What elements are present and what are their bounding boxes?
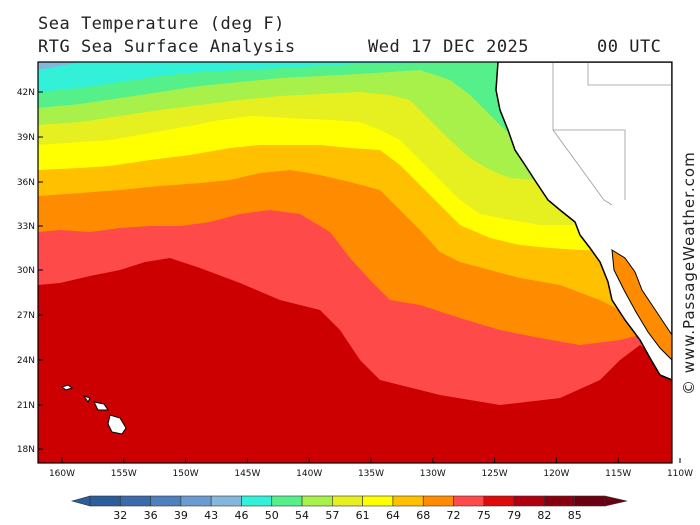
state-borders: [552, 62, 672, 206]
longitude-axis: 160W 155W 150W 145W 140W 135W 130W 125W 120W 115W…: [49, 458, 693, 479]
map-title: Sea Temperature (deg F): [38, 14, 285, 34]
colorbar-swatch: [544, 495, 576, 507]
colorbar-swatch: [89, 495, 121, 507]
colorbar-swatch: [574, 495, 606, 507]
lon-label: 110W: [667, 469, 693, 479]
colorbar-swatch: [180, 495, 212, 507]
lat-label: 36N: [17, 178, 35, 188]
hawaiian-islands: [60, 384, 127, 435]
lon-label: 145W: [234, 469, 260, 479]
colorbar-swatch: [513, 495, 545, 507]
baja-peninsula: [611, 249, 672, 361]
colorbar-label: 64: [386, 509, 400, 522]
land-north-america: [495, 62, 672, 381]
colorbar-swatch: [332, 495, 363, 507]
lon-label: 125W: [482, 469, 508, 479]
map-frame: [37, 61, 673, 464]
lat-label: 18N: [17, 445, 35, 455]
lat-label: 42N: [17, 88, 35, 98]
lon-label: 130W: [420, 469, 446, 479]
lat-label: 27N: [17, 311, 35, 321]
lon-label: 140W: [296, 469, 322, 479]
lat-label: 30N: [17, 266, 35, 276]
lon-label: 120W: [543, 469, 569, 479]
colorbar-swatch: [362, 495, 394, 507]
lon-label: 160W: [49, 469, 75, 479]
colorbar-swatch: [483, 495, 515, 507]
colorbar-label: 61: [356, 509, 370, 522]
colorbar-label: 85: [568, 509, 582, 522]
colorbar-label: 32: [113, 509, 127, 522]
lat-label: 33N: [17, 222, 35, 232]
colorbar-label: 46: [234, 509, 248, 522]
colorbar-swatch: [301, 495, 333, 507]
colorbar-label: 75: [477, 509, 491, 522]
colorbar-swatch: [392, 495, 424, 507]
band-46: [38, 62, 80, 70]
lat-label: 39N: [17, 133, 35, 143]
colorbar-label: 39: [174, 509, 188, 522]
lon-label: 115W: [605, 469, 631, 479]
colorbar-label: 82: [537, 509, 551, 522]
valid-time: 00 UTC: [597, 37, 662, 57]
colorbar-label: 50: [265, 509, 279, 522]
colorbar-label: 36: [144, 509, 158, 522]
colorbar-label: 43: [204, 509, 218, 522]
watermark: © www.PassageWeather.com: [680, 151, 698, 395]
colorbar-label: 72: [447, 509, 461, 522]
lon-label: 155W: [111, 469, 137, 479]
band-50: [38, 62, 480, 92]
temperature-bands: [38, 62, 672, 463]
lat-label: 21N: [17, 401, 35, 411]
latitude-axis: 42N 39N 36N 33N 30N 27N 24N 21N 18N: [17, 88, 43, 455]
colorbar-label: 54: [295, 509, 309, 522]
colorbar-swatch: [210, 495, 242, 507]
map-subtitle: RTG Sea Surface Analysis: [38, 37, 296, 57]
lon-label: 150W: [173, 469, 199, 479]
temperature-colorbar: 32 36 39 43 46 50 54 57 61 64 68 72 75 79 82 85: [70, 495, 628, 522]
colorbar-arrow-right: [604, 495, 628, 507]
colorbar-swatch: [453, 495, 485, 507]
colorbar-label: 68: [416, 509, 430, 522]
colorbar-swatch: [271, 495, 303, 507]
colorbar-swatch: [241, 495, 273, 507]
colorbar-swatch: [150, 495, 182, 507]
lat-label: 24N: [17, 356, 35, 366]
colorbar-label: 57: [325, 509, 339, 522]
colorbar-label: 79: [507, 509, 521, 522]
lon-label: 135W: [358, 469, 384, 479]
colorbar-arrow-left: [70, 495, 91, 507]
valid-date: Wed 17 DEC 2025: [368, 37, 530, 57]
colorbar-swatch: [422, 495, 454, 507]
colorbar-swatch: [119, 495, 151, 507]
